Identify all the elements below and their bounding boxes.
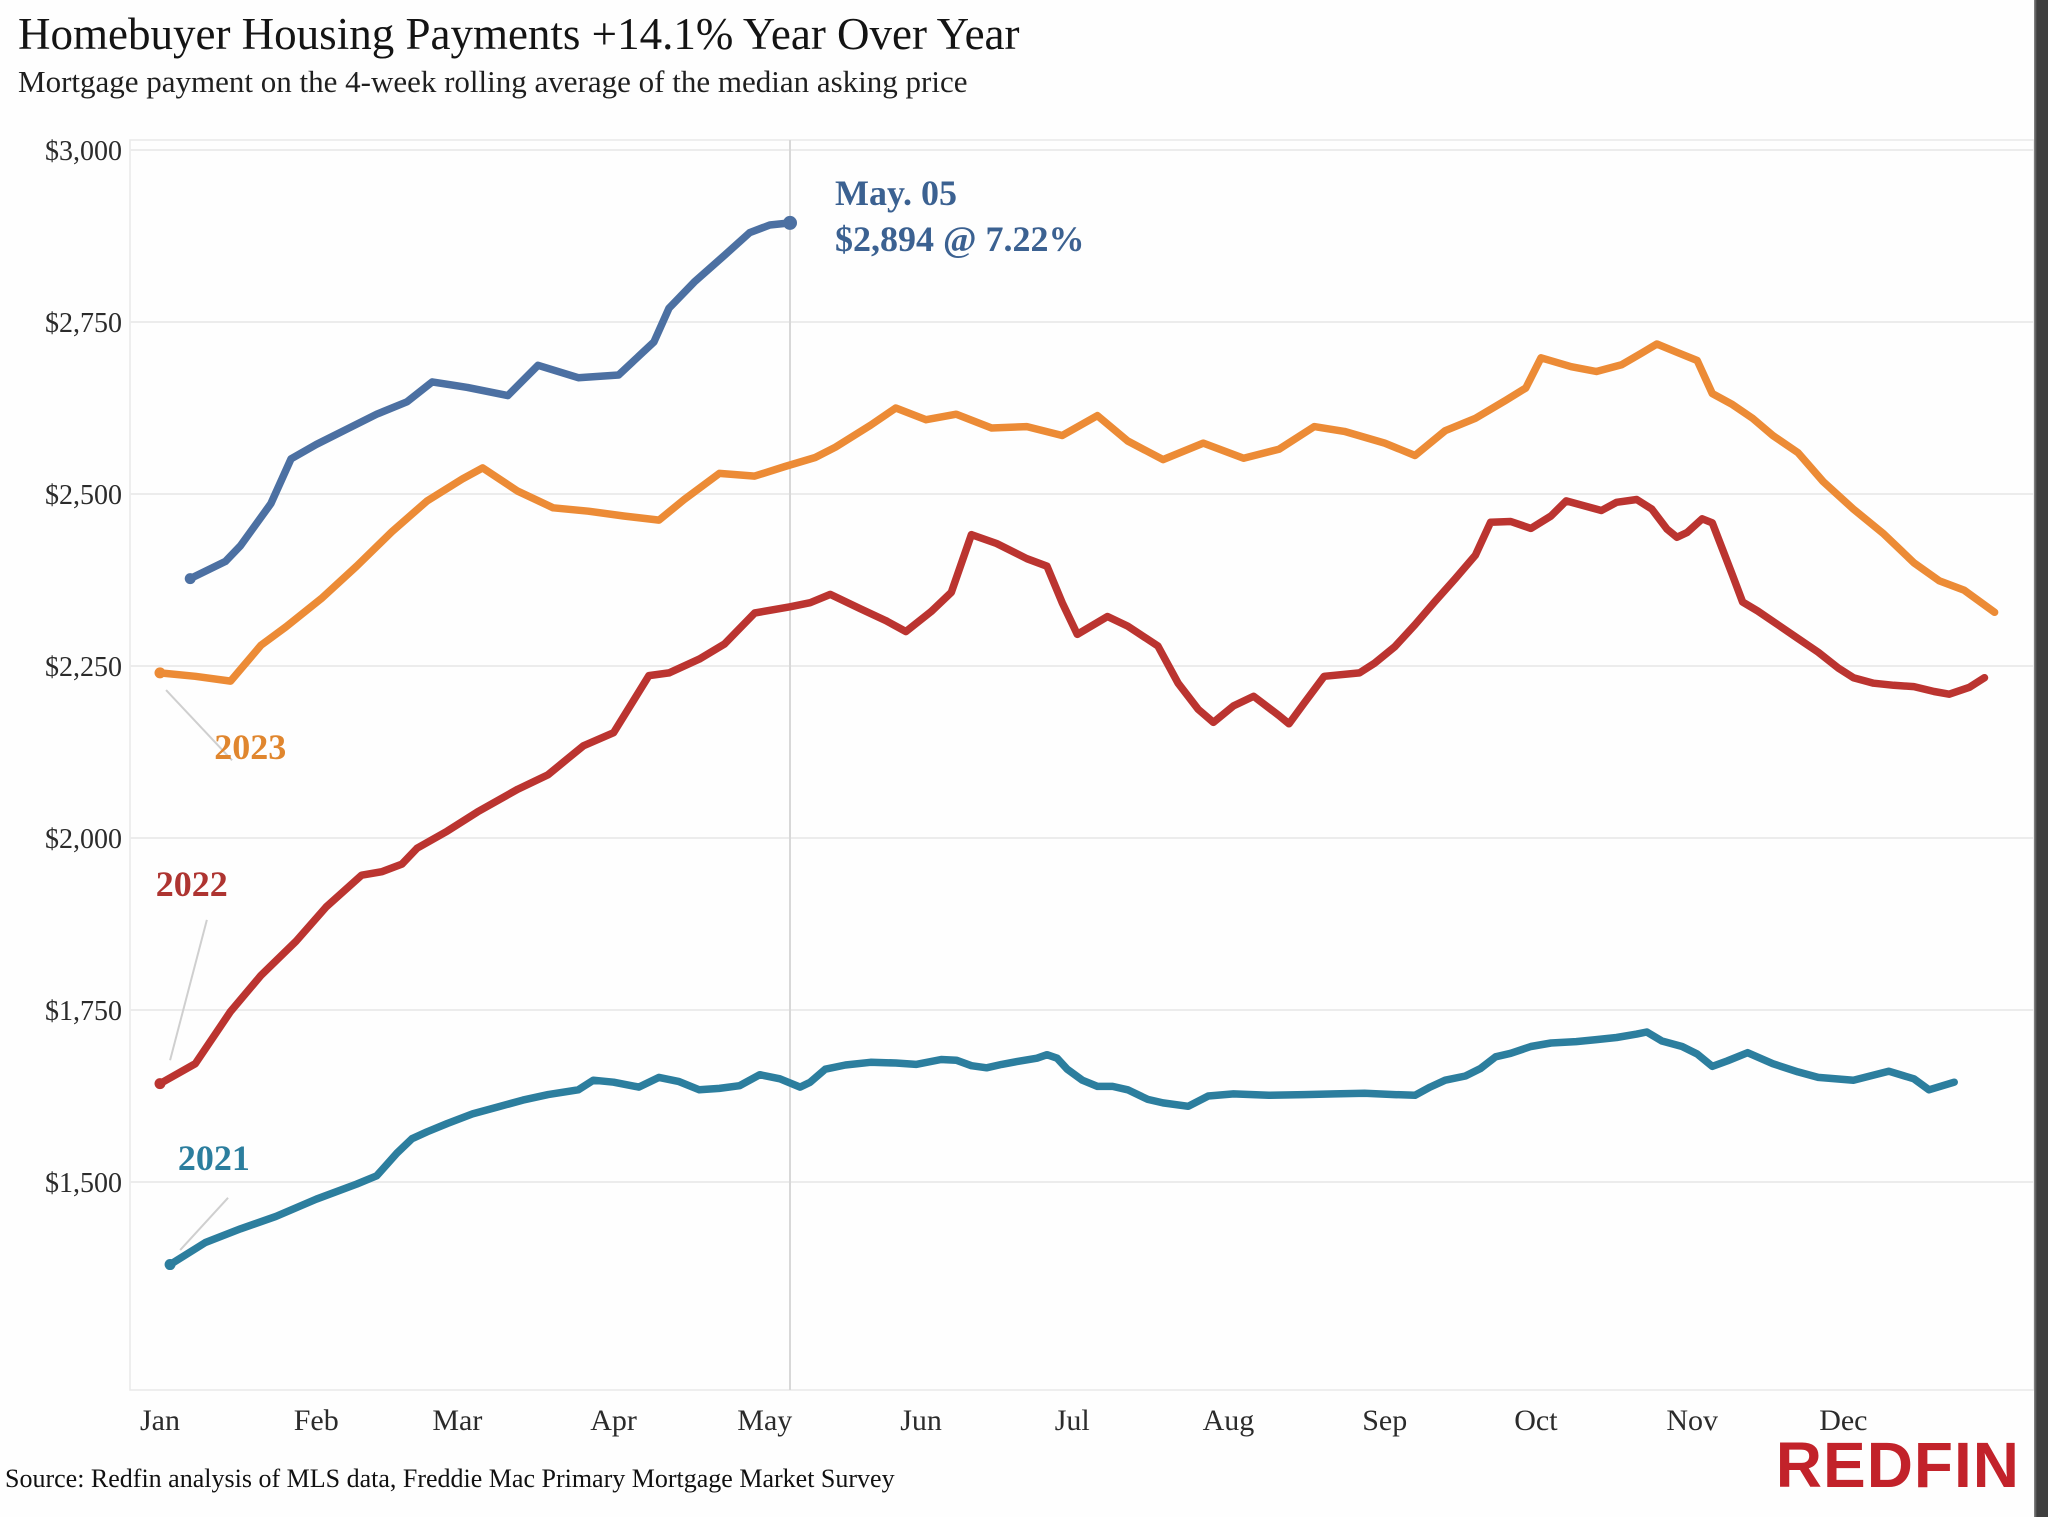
plot-border bbox=[129, 139, 2035, 1391]
series-label-2021: 2021 bbox=[178, 1138, 250, 1178]
chart-title: Homebuyer Housing Payments +14.1% Year O… bbox=[18, 9, 1020, 59]
series-start-dot-2023 bbox=[154, 667, 166, 679]
x-tick-jan: Jan bbox=[140, 1404, 180, 1437]
label-leader-2023 bbox=[165, 689, 233, 761]
series-label-2023: 2023 bbox=[214, 727, 286, 767]
x-tick-nov: Nov bbox=[1666, 1404, 1718, 1437]
label-leader-2022 bbox=[169, 919, 208, 1061]
x-tick-feb: Feb bbox=[294, 1404, 339, 1437]
x-tick-mar: Mar bbox=[432, 1404, 482, 1437]
screenshot-right-edge bbox=[2034, 0, 2048, 1517]
y-tick-$2,750: $2,750 bbox=[45, 308, 122, 339]
y-tick-$2,250: $2,250 bbox=[45, 652, 122, 683]
y-tick-$1,750: $1,750 bbox=[45, 996, 122, 1027]
x-tick-oct: Oct bbox=[1514, 1404, 1558, 1437]
series-line-2023 bbox=[156, 340, 1999, 685]
x-tick-apr: Apr bbox=[590, 1404, 637, 1437]
series-start-dot-2021 bbox=[164, 1259, 176, 1271]
x-tick-aug: Aug bbox=[1203, 1404, 1255, 1437]
x-tick-sep: Sep bbox=[1362, 1404, 1407, 1437]
y-tick-$3,000: $3,000 bbox=[45, 136, 122, 167]
x-tick-jun: Jun bbox=[900, 1404, 942, 1437]
series-line-2024 bbox=[186, 219, 794, 583]
source-note: Source: Redfin analysis of MLS data, Fre… bbox=[5, 1464, 895, 1493]
annotation-date: May. 05 bbox=[835, 173, 957, 213]
x-tick-may: May bbox=[737, 1404, 792, 1437]
series-end-dot-2024 bbox=[783, 215, 797, 230]
series-line-2022 bbox=[156, 495, 1989, 1088]
y-tick-$2,500: $2,500 bbox=[45, 480, 122, 511]
x-tick-dec: Dec bbox=[1819, 1404, 1867, 1437]
series-start-dot-2024 bbox=[184, 573, 196, 585]
series-start-dot-2022 bbox=[154, 1078, 166, 1090]
y-tick-$1,500: $1,500 bbox=[45, 1168, 122, 1199]
label-leader-2021 bbox=[179, 1197, 229, 1251]
series-line-2021 bbox=[166, 1028, 1958, 1269]
redfin-logo: REDFIN bbox=[1775, 1429, 2020, 1501]
y-tick-$2,000: $2,000 bbox=[45, 824, 122, 855]
chart-subtitle: Mortgage payment on the 4-week rolling a… bbox=[18, 64, 968, 99]
series-label-2022: 2022 bbox=[156, 864, 228, 904]
annotation-value: $2,894 @ 7.22% bbox=[835, 219, 1085, 259]
x-tick-jul: Jul bbox=[1055, 1404, 1090, 1437]
